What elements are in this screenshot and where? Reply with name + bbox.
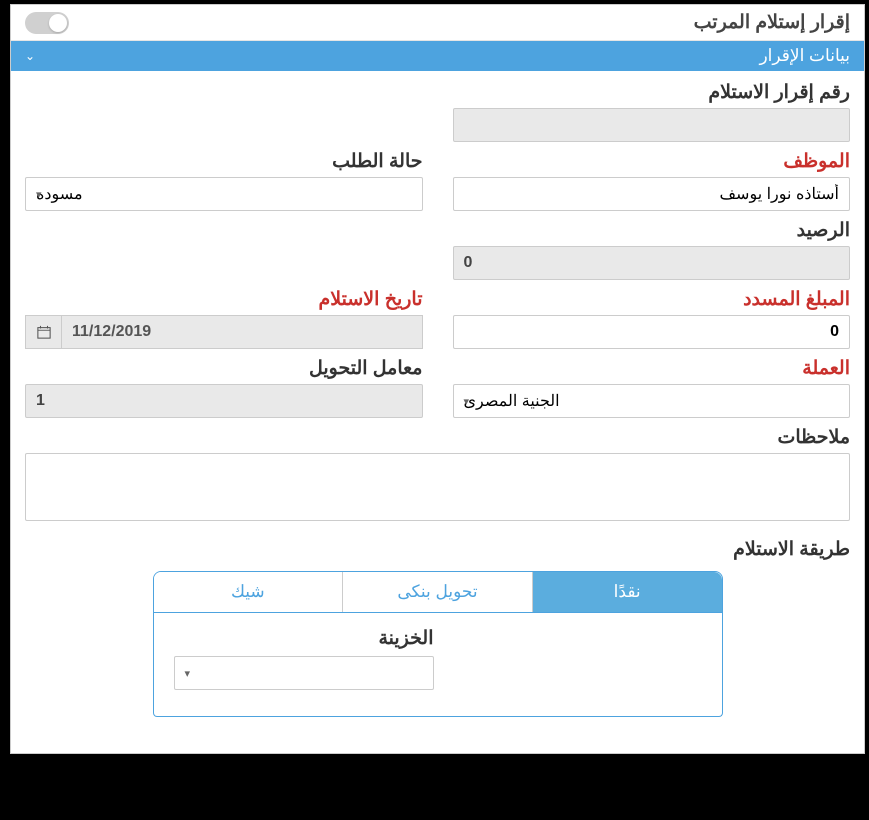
- method-label: طريقة الاستلام: [25, 538, 850, 561]
- tab-cheque[interactable]: شيك: [153, 572, 342, 612]
- currency-label: العملة: [453, 357, 851, 380]
- date-field[interactable]: 11/12/2019: [61, 315, 423, 349]
- salary-receipt-form: إقرار إستلام المرتب بيانات الإقرار ⌄ رقم…: [10, 4, 865, 754]
- receipt-no-field: [453, 108, 851, 142]
- notes-label: ملاحظات: [25, 426, 850, 449]
- status-label: حالة الطلب: [25, 150, 423, 173]
- employee-label: الموظف: [453, 150, 851, 173]
- rate-field: 1: [25, 384, 423, 418]
- tab-bank-transfer[interactable]: تحويل بنكى: [342, 572, 532, 612]
- amount-label: المبلغ المسدد: [453, 288, 851, 311]
- calendar-icon[interactable]: [25, 315, 61, 349]
- section-header[interactable]: بيانات الإقرار ⌄: [11, 41, 864, 71]
- treasury-select[interactable]: [174, 656, 434, 690]
- section-title: بيانات الإقرار: [759, 46, 850, 66]
- status-select[interactable]: مسوده: [25, 177, 423, 211]
- rate-label: معامل التحويل: [25, 357, 423, 380]
- title-bar: إقرار إستلام المرتب: [11, 5, 864, 41]
- date-label: تاريخ الاستلام: [25, 288, 423, 311]
- toggle-switch[interactable]: [25, 12, 69, 34]
- payment-method-tabs: نقدًا تحويل بنكى شيك الخزينة: [153, 571, 723, 717]
- amount-field[interactable]: [453, 315, 851, 349]
- balance-field: 0: [453, 246, 851, 280]
- receipt-no-label: رقم إقرار الاستلام: [453, 81, 851, 104]
- form-body: رقم إقرار الاستلام الموظف حالة الطلب مسو…: [11, 71, 864, 731]
- tab-cash[interactable]: نقدًا: [532, 572, 722, 612]
- treasury-label: الخزينة: [174, 627, 434, 650]
- chevron-down-icon: ⌄: [25, 49, 35, 63]
- currency-select[interactable]: الجنية المصرى: [453, 384, 851, 418]
- notes-field[interactable]: [25, 453, 850, 521]
- tab-panel-cash: الخزينة: [153, 613, 723, 717]
- page-title: إقرار إستلام المرتب: [694, 11, 850, 34]
- employee-field[interactable]: [453, 177, 851, 211]
- balance-label: الرصيد: [453, 219, 851, 242]
